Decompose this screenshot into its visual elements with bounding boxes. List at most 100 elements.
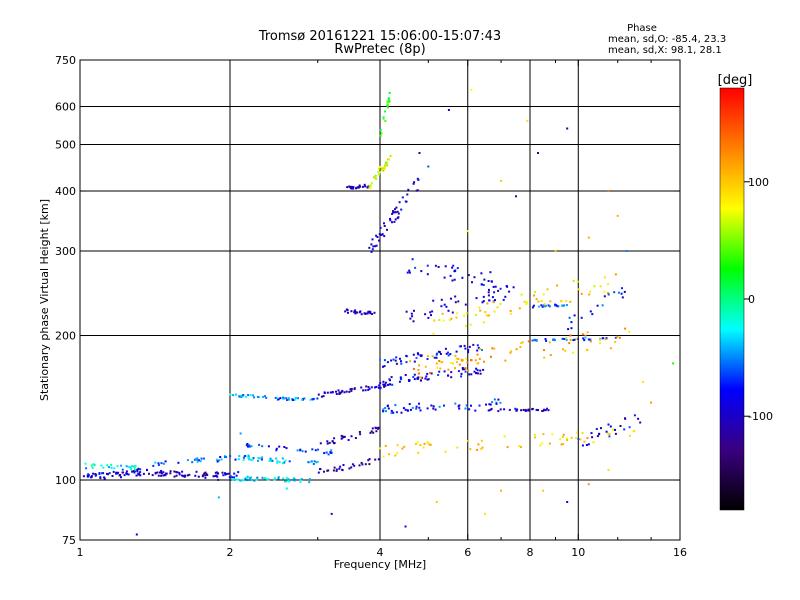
data-point <box>451 266 454 269</box>
data-point <box>401 196 404 199</box>
data-point <box>404 200 407 203</box>
data-point <box>445 352 448 355</box>
data-point <box>377 427 379 430</box>
data-point <box>417 369 420 371</box>
data-point <box>479 372 482 375</box>
phase-info-o-mode: mean, sd,O: -85.4, 23.3 <box>608 34 726 45</box>
data-point <box>470 404 472 407</box>
data-point <box>323 452 326 455</box>
data-point <box>407 379 410 382</box>
data-point <box>490 407 493 410</box>
data-point <box>632 430 635 433</box>
data-point <box>246 475 249 478</box>
data-point <box>151 474 154 477</box>
data-point <box>386 228 388 231</box>
data-point <box>414 266 417 269</box>
data-point <box>360 313 363 316</box>
data-point <box>195 470 198 473</box>
data-point <box>541 410 544 412</box>
data-point <box>378 384 381 387</box>
data-point <box>468 408 471 411</box>
data-point <box>510 350 513 353</box>
data-point <box>411 315 414 318</box>
data-point <box>257 396 260 399</box>
data-point <box>249 445 251 448</box>
data-point <box>330 512 333 515</box>
data-point <box>481 349 483 351</box>
data-point <box>396 452 399 455</box>
data-point <box>464 303 467 306</box>
data-point <box>366 312 369 315</box>
data-point <box>428 443 431 446</box>
data-point <box>593 285 596 288</box>
data-point <box>276 461 279 464</box>
data-point <box>470 359 473 362</box>
data-point <box>562 433 565 436</box>
data-point <box>333 442 335 445</box>
data-point <box>585 349 588 352</box>
data-point <box>327 453 330 456</box>
data-point <box>438 405 441 408</box>
data-point <box>350 387 353 390</box>
data-point <box>252 394 255 397</box>
data-point <box>387 407 390 410</box>
data-point <box>543 303 546 306</box>
data-point <box>258 457 261 460</box>
data-point <box>291 399 294 401</box>
data-point <box>157 462 160 465</box>
data-point <box>301 450 304 453</box>
data-point <box>548 442 551 445</box>
data-point <box>204 474 207 477</box>
data-point <box>262 396 265 398</box>
data-point <box>326 442 329 445</box>
data-point <box>465 312 468 315</box>
data-point <box>616 214 619 217</box>
data-point <box>369 186 372 189</box>
data-point <box>607 283 610 286</box>
data-point <box>379 382 382 384</box>
data-point <box>212 475 215 478</box>
data-point <box>417 178 420 181</box>
data-point <box>200 457 203 460</box>
data-point <box>112 470 115 473</box>
data-point <box>535 339 538 342</box>
data-point <box>429 371 432 374</box>
data-point <box>250 478 253 481</box>
data-point <box>379 134 382 137</box>
data-point <box>375 427 377 430</box>
data-point <box>286 399 288 401</box>
data-point <box>106 464 109 467</box>
data-point <box>544 338 547 341</box>
data-point <box>360 386 363 389</box>
data-point <box>157 464 160 466</box>
data-point <box>591 436 594 439</box>
data-point <box>456 312 459 315</box>
data-point <box>568 342 571 345</box>
data-point <box>434 408 437 411</box>
colorbar-tick-label: 100 <box>748 176 769 189</box>
data-point <box>382 408 385 411</box>
data-point <box>672 362 675 365</box>
data-point <box>381 233 384 236</box>
data-point <box>419 379 422 382</box>
data-point <box>364 463 367 466</box>
data-point <box>393 211 396 214</box>
data-point <box>465 357 468 360</box>
data-point <box>390 409 393 412</box>
data-point <box>278 461 281 464</box>
data-point <box>386 164 389 167</box>
data-point <box>451 362 454 365</box>
data-point <box>361 463 364 466</box>
data-point <box>173 470 176 473</box>
data-point <box>293 479 296 482</box>
data-point <box>444 347 447 350</box>
data-point <box>598 338 601 341</box>
data-point <box>365 385 368 388</box>
data-point <box>500 489 503 492</box>
data-point <box>308 461 311 464</box>
data-point <box>422 446 425 449</box>
data-point <box>458 345 461 348</box>
data-point <box>488 299 491 302</box>
data-point <box>500 179 503 182</box>
data-point <box>515 409 518 412</box>
